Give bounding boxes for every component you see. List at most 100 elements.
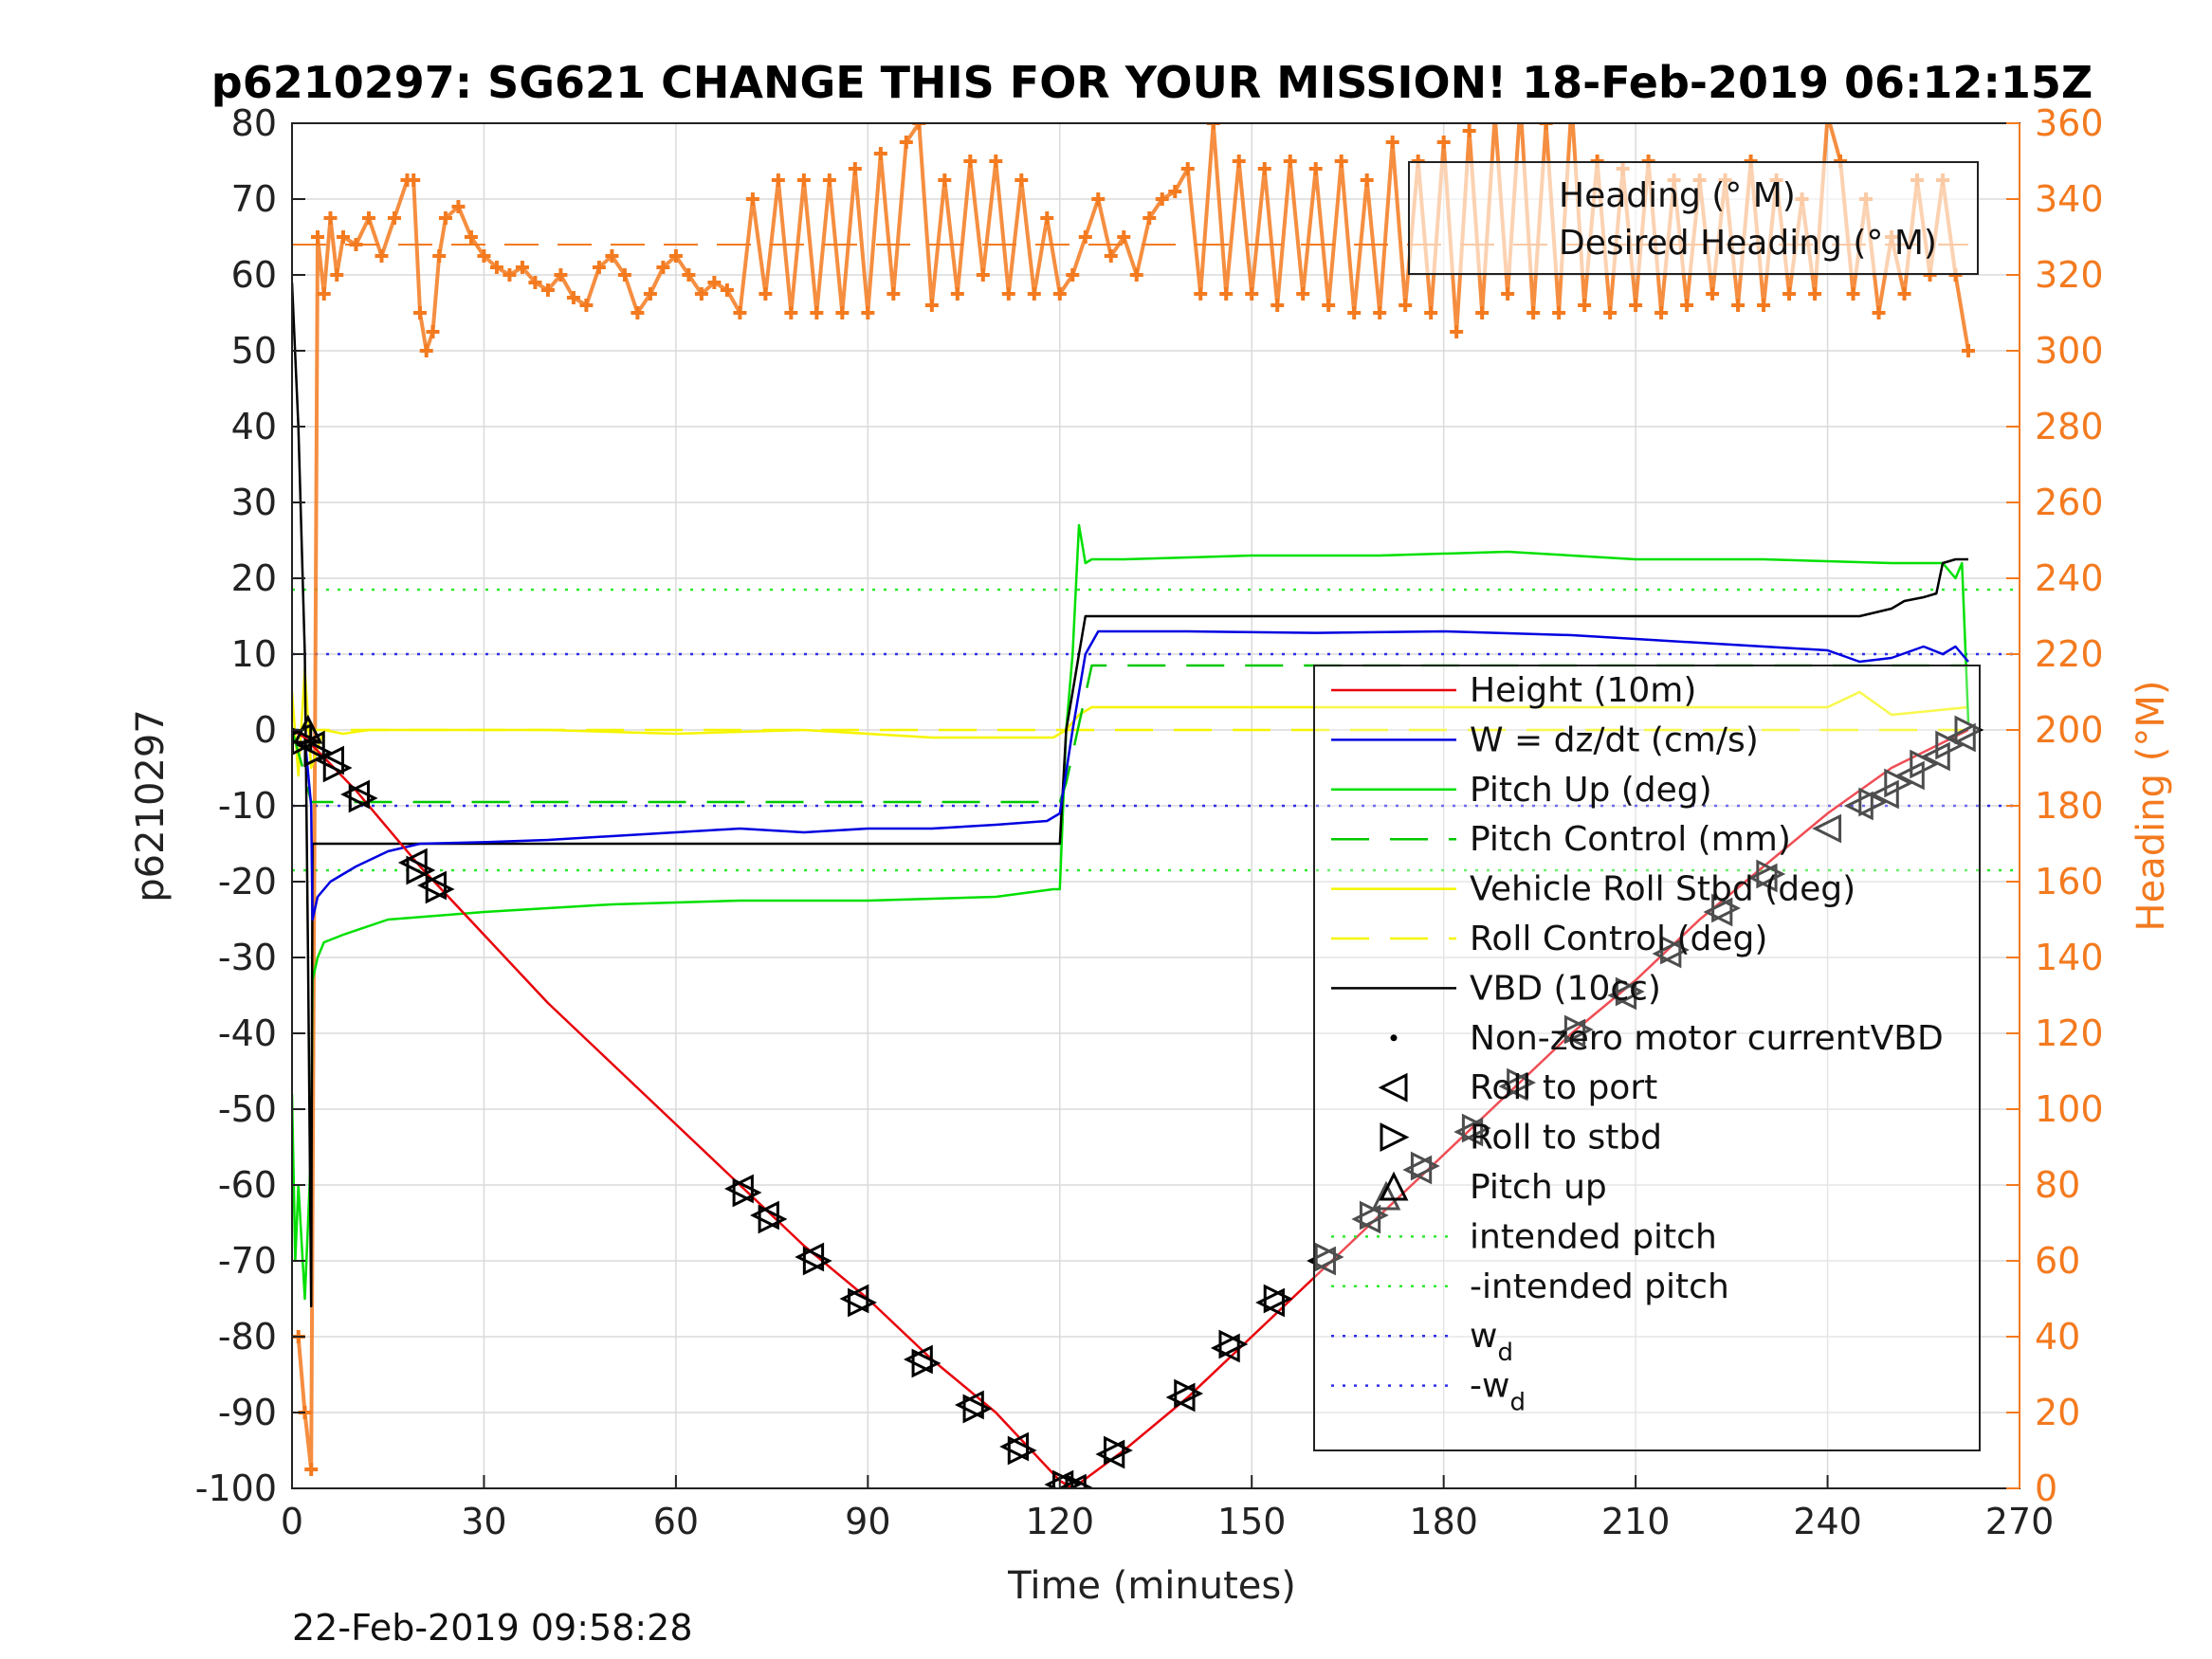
roll-stbd-marker (425, 874, 455, 904)
heading-point (1091, 192, 1106, 206)
roll-stbd-marker (1884, 768, 1914, 798)
heading-point (579, 299, 594, 312)
heading-point (1271, 299, 1285, 312)
legend-entry: Roll to port (1378, 1068, 1657, 1107)
heading-point (310, 230, 324, 244)
legend-label-text: Roll to port (1470, 1068, 1657, 1107)
y-tick-label: 10 (231, 633, 277, 675)
heading-point (784, 306, 798, 319)
heading-legend: Heading (° M) Desired Heading (° M) (1408, 161, 1979, 275)
x-axis-ticks: 0 30 60 90 120 150 180 210 240 270 (281, 1475, 2054, 1542)
heading-point (336, 230, 350, 244)
heading-point (899, 136, 913, 149)
y-tick-label: 60 (231, 254, 277, 296)
series-vbd-10cc (292, 282, 1968, 1308)
x-tick-label: 60 (653, 1501, 699, 1542)
heading-point (1219, 287, 1234, 301)
roll-stbd-marker (758, 1204, 788, 1234)
heading-point (304, 1463, 319, 1476)
heading-point (1475, 306, 1490, 319)
heading-point (528, 276, 542, 289)
roll-stbd-marker (1314, 1242, 1344, 1272)
legend-entry: Vehicle Roll Stbd (deg) (1331, 870, 1856, 909)
legend-swatch (1378, 1072, 1408, 1103)
data-series (292, 282, 1970, 1488)
heading-point (387, 211, 401, 225)
roll-stbd-marker (802, 1246, 832, 1276)
heading-point (1489, 109, 1502, 122)
heading-point (733, 306, 747, 319)
series-vehicle-roll-stbd-deg (292, 667, 1969, 777)
heading-point (1180, 162, 1195, 175)
chart-title: p6210297: SG621 CHANGE THIS FOR YOUR MIS… (211, 57, 2093, 108)
legend-label: Height (10m) (1470, 671, 1696, 710)
y-right-tick-label: 280 (2035, 406, 2104, 447)
heading-point (1232, 155, 1246, 168)
y-tick-label: 40 (231, 406, 277, 447)
x-axis-label: Time (minutes) (1007, 1564, 1296, 1608)
roll-stbd-marker (322, 753, 353, 783)
heading-point (912, 123, 926, 130)
legend-swatch (1379, 1171, 1409, 1201)
heading-point (426, 325, 440, 338)
legend-label-subscript: d (1497, 1339, 1513, 1367)
heading-point (1066, 268, 1080, 282)
legend-entry: -wd (1331, 1367, 1526, 1417)
y-right-tick-label: 20 (2035, 1392, 2080, 1433)
heading-point (1027, 287, 1041, 301)
heading-point (707, 276, 722, 289)
heading-point (1129, 268, 1143, 282)
heading-point (503, 268, 517, 282)
heading-point (323, 211, 338, 225)
legend-label: Pitch Up (deg) (1470, 771, 1712, 810)
roll-stbd-marker (1858, 787, 1889, 817)
legend-label-text: intended pitch (1470, 1217, 1717, 1256)
y-right-tick-label: 220 (2035, 633, 2104, 675)
roll-stbd-marker (1563, 1014, 1594, 1045)
heading-point (1539, 123, 1553, 130)
legend-label: -intended pitch (1470, 1267, 1729, 1306)
y-tick-label: 0 (254, 709, 277, 751)
pitch-up-marker (1371, 1180, 1401, 1211)
heading-point (1578, 299, 1592, 312)
heading-point (989, 155, 1003, 168)
y-tick-label: 30 (231, 482, 277, 523)
roll-stbd-marker (1104, 1435, 1133, 1466)
heading-point (317, 287, 331, 301)
legend-label: intended pitch (1470, 1217, 1717, 1256)
legend-label-text: W = dz/dt (cm/s) (1470, 720, 1759, 759)
legend-label-text: w (1470, 1317, 1497, 1356)
heading-point (873, 147, 887, 160)
x-tick-label: 120 (1026, 1501, 1095, 1542)
heading-point (1155, 192, 1169, 206)
x-tick-label: 210 (1601, 1501, 1671, 1542)
roll-stbd-marker (732, 1177, 762, 1208)
heading-point (375, 249, 389, 263)
x-tick-label: 270 (1985, 1501, 2055, 1542)
roll-stbd-marker (1910, 749, 1940, 779)
y-right-tick-label: 340 (2035, 178, 2104, 220)
roll-stbd-marker (848, 1287, 877, 1318)
heading-point (1257, 162, 1271, 175)
legend-label-text: -w (1470, 1367, 1509, 1406)
roll-stbd-marker (348, 783, 378, 813)
legend-label: Vehicle Roll Stbd (deg) (1470, 870, 1856, 909)
y-right-tick-label: 140 (2035, 937, 2104, 978)
y-tick-label: -60 (218, 1164, 277, 1206)
heading-point (1821, 109, 1835, 122)
heading-point (682, 268, 696, 282)
heading-legend-box (1408, 161, 1979, 275)
y-tick-label: -30 (218, 937, 277, 978)
heading-point (810, 306, 824, 319)
legend-label-text: VBD (10cc) (1470, 969, 1661, 1008)
heading-point (592, 261, 606, 274)
y-right-tick-label: 120 (2035, 1012, 2104, 1054)
x-tick-label: 30 (461, 1501, 506, 1542)
roll-stbd-marker (1174, 1378, 1204, 1409)
heading-point (1462, 124, 1476, 137)
heading-point (1782, 287, 1797, 301)
heading-point (1143, 211, 1157, 225)
y-tick-label: -40 (218, 1012, 277, 1054)
heading-point (1450, 325, 1464, 338)
footer-timestamp: 22-Feb-2019 09:58:28 (292, 1607, 693, 1649)
